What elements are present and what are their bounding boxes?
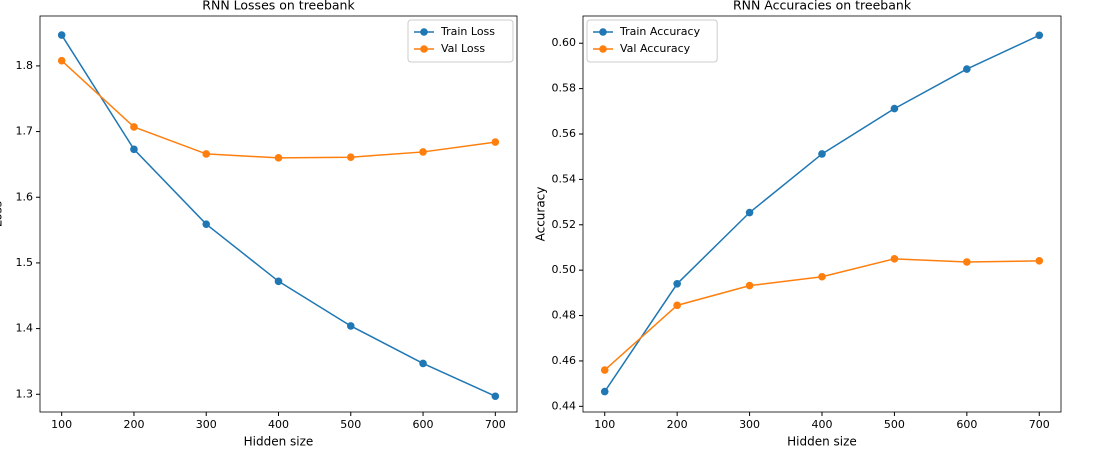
series-line bbox=[604, 34, 1040, 392]
legend-label: Val Loss bbox=[441, 42, 485, 55]
legend-box bbox=[586, 19, 718, 63]
point bbox=[274, 277, 283, 286]
y-tick-label: 0.56 bbox=[552, 127, 577, 140]
legend-label: Train Accuracy bbox=[619, 25, 701, 38]
point bbox=[130, 123, 138, 131]
y-tick-label: 1.5 bbox=[16, 256, 34, 269]
point bbox=[818, 150, 826, 158]
x-tick-label: 700 bbox=[485, 418, 506, 431]
x-tick-label: 700 bbox=[1029, 418, 1050, 431]
legend-label: Val Accuracy bbox=[620, 42, 691, 55]
legend-marker bbox=[599, 28, 607, 36]
x-tick-label: 200 bbox=[667, 418, 688, 431]
legend-marker bbox=[599, 45, 607, 53]
point bbox=[57, 56, 66, 65]
point bbox=[963, 65, 971, 73]
x-tick-label: 100 bbox=[594, 418, 615, 431]
point bbox=[491, 138, 500, 146]
legend-label: Train Loss bbox=[440, 25, 495, 38]
y-axis-label: Accuracy bbox=[534, 187, 548, 242]
point bbox=[673, 279, 681, 288]
y-tick-label: 0.54 bbox=[552, 172, 577, 185]
point bbox=[57, 31, 66, 39]
point bbox=[202, 150, 211, 158]
y-tick-label: 0.48 bbox=[552, 309, 577, 322]
point bbox=[963, 258, 971, 266]
point bbox=[274, 154, 283, 162]
point bbox=[130, 145, 138, 154]
point bbox=[1035, 257, 1044, 265]
x-axis-label: Hidden size bbox=[244, 435, 314, 449]
point bbox=[419, 148, 427, 156]
point bbox=[600, 366, 609, 374]
x-tick-label: 100 bbox=[51, 418, 72, 431]
x-tick-label: 500 bbox=[340, 418, 361, 431]
point bbox=[419, 359, 427, 368]
plot-frame bbox=[39, 15, 518, 413]
y-axis-label: Loss bbox=[0, 201, 5, 227]
legend-marker bbox=[420, 45, 428, 53]
point bbox=[890, 255, 899, 263]
y-tick-label: 0.50 bbox=[552, 263, 577, 276]
point bbox=[745, 208, 754, 217]
y-tick-label: 0.60 bbox=[552, 36, 577, 49]
y-tick-label: 0.46 bbox=[552, 354, 577, 367]
chart-title: RNN Losses on treebank bbox=[202, 0, 355, 13]
plot-frame bbox=[582, 15, 1062, 413]
y-tick-label: 0.44 bbox=[552, 399, 577, 412]
point bbox=[346, 322, 355, 330]
point bbox=[202, 220, 211, 228]
legend-marker bbox=[420, 28, 428, 36]
y-tick-label: 1.6 bbox=[16, 190, 34, 203]
point bbox=[1035, 31, 1044, 40]
point bbox=[600, 387, 609, 396]
y-tick-label: 1.8 bbox=[16, 59, 34, 72]
point bbox=[818, 272, 826, 281]
point bbox=[890, 104, 899, 113]
x-axis-label: Hidden size bbox=[787, 435, 857, 449]
x-tick-label: 300 bbox=[196, 418, 217, 431]
y-tick-label: 1.3 bbox=[16, 387, 34, 400]
y-tick-label: 0.58 bbox=[552, 82, 577, 95]
y-tick-label: 1.7 bbox=[16, 125, 34, 138]
y-tick-label: 1.4 bbox=[16, 322, 34, 335]
point bbox=[745, 281, 754, 290]
series-line bbox=[61, 34, 496, 397]
x-tick-label: 500 bbox=[884, 418, 905, 431]
x-tick-label: 600 bbox=[956, 418, 977, 431]
x-tick-label: 200 bbox=[123, 418, 144, 431]
x-tick-label: 300 bbox=[739, 418, 760, 431]
legend-box bbox=[407, 19, 514, 63]
chart-title: RNN Accuracies on treebank bbox=[733, 0, 912, 13]
x-tick-label: 600 bbox=[413, 418, 434, 431]
x-tick-label: 400 bbox=[812, 418, 833, 431]
x-tick-label: 400 bbox=[268, 418, 289, 431]
point bbox=[491, 392, 500, 401]
point bbox=[346, 153, 355, 161]
point bbox=[673, 301, 681, 310]
y-tick-label: 0.52 bbox=[552, 218, 577, 231]
series-line bbox=[61, 60, 496, 159]
